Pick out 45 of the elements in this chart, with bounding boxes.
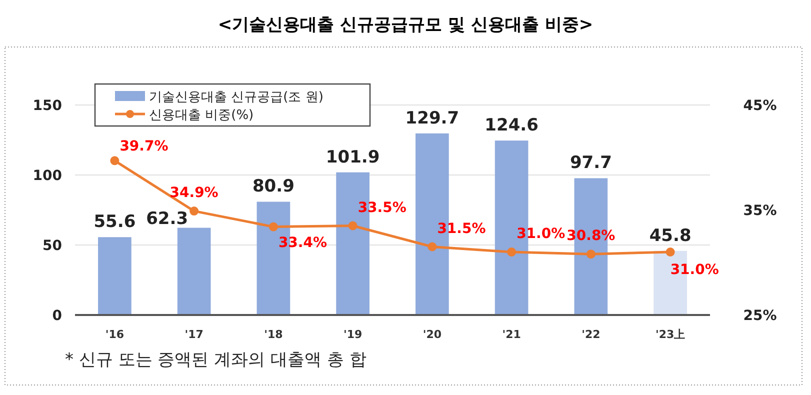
y-tick-label: 50	[42, 238, 62, 254]
x-tick-label: '23上	[655, 328, 686, 341]
point	[268, 222, 278, 232]
data-label: 124.6	[484, 116, 538, 136]
x-tick-label: '21	[502, 328, 521, 341]
data-label: 101.9	[326, 147, 380, 168]
point	[666, 248, 675, 256]
data-label: 62.3	[146, 208, 188, 229]
legend-label: 신용대출 비중(%)	[149, 108, 254, 123]
bar	[177, 228, 211, 315]
data-label: 97.7	[570, 153, 612, 174]
point	[348, 221, 358, 230]
data-label: 31.0%	[516, 226, 566, 242]
y-tick-label: 100	[32, 168, 62, 184]
y-tick-label: 0	[52, 308, 62, 324]
x-tick-label: '17	[184, 328, 204, 341]
legend-label: 기술신용대출 신규공급(조 원)	[149, 90, 324, 105]
point	[586, 250, 596, 259]
data-label: 129.7	[405, 108, 460, 128]
bar	[98, 237, 132, 315]
data-label: 39.7%	[120, 138, 168, 155]
data-label: 45.8	[649, 226, 692, 246]
y-tick-label: 150	[32, 98, 62, 114]
data-label: 55.6	[94, 212, 136, 232]
x-tick-label: '18	[264, 328, 283, 341]
x-tick-label: '19	[343, 328, 362, 341]
data-label: 33.4%	[278, 234, 328, 251]
data-label: 30.8%	[566, 228, 616, 244]
text: * 신규 또는 증액된 계좌의 대출액 총 합	[65, 350, 366, 370]
data-label: 80.9	[252, 176, 294, 197]
x-tick-label: '16	[105, 328, 124, 341]
chart-title: <기술신용대출 신규공급규모 및 신용대출 비중>	[218, 15, 594, 35]
point	[110, 156, 120, 166]
data-label: 34.9%	[170, 185, 218, 202]
y2-tick-label: 45%	[743, 98, 777, 114]
data-label: 31.0%	[670, 262, 719, 278]
point	[507, 248, 516, 256]
x-tick-label: '22	[582, 328, 600, 341]
x-tick-label: '20	[422, 328, 442, 341]
point	[428, 242, 437, 252]
data-label: 31.5%	[437, 220, 486, 237]
point	[190, 206, 199, 216]
data-label: 33.5%	[358, 200, 406, 216]
y2-tick-label: 25%	[743, 308, 777, 324]
y2-tick-label: 35%	[743, 203, 777, 219]
